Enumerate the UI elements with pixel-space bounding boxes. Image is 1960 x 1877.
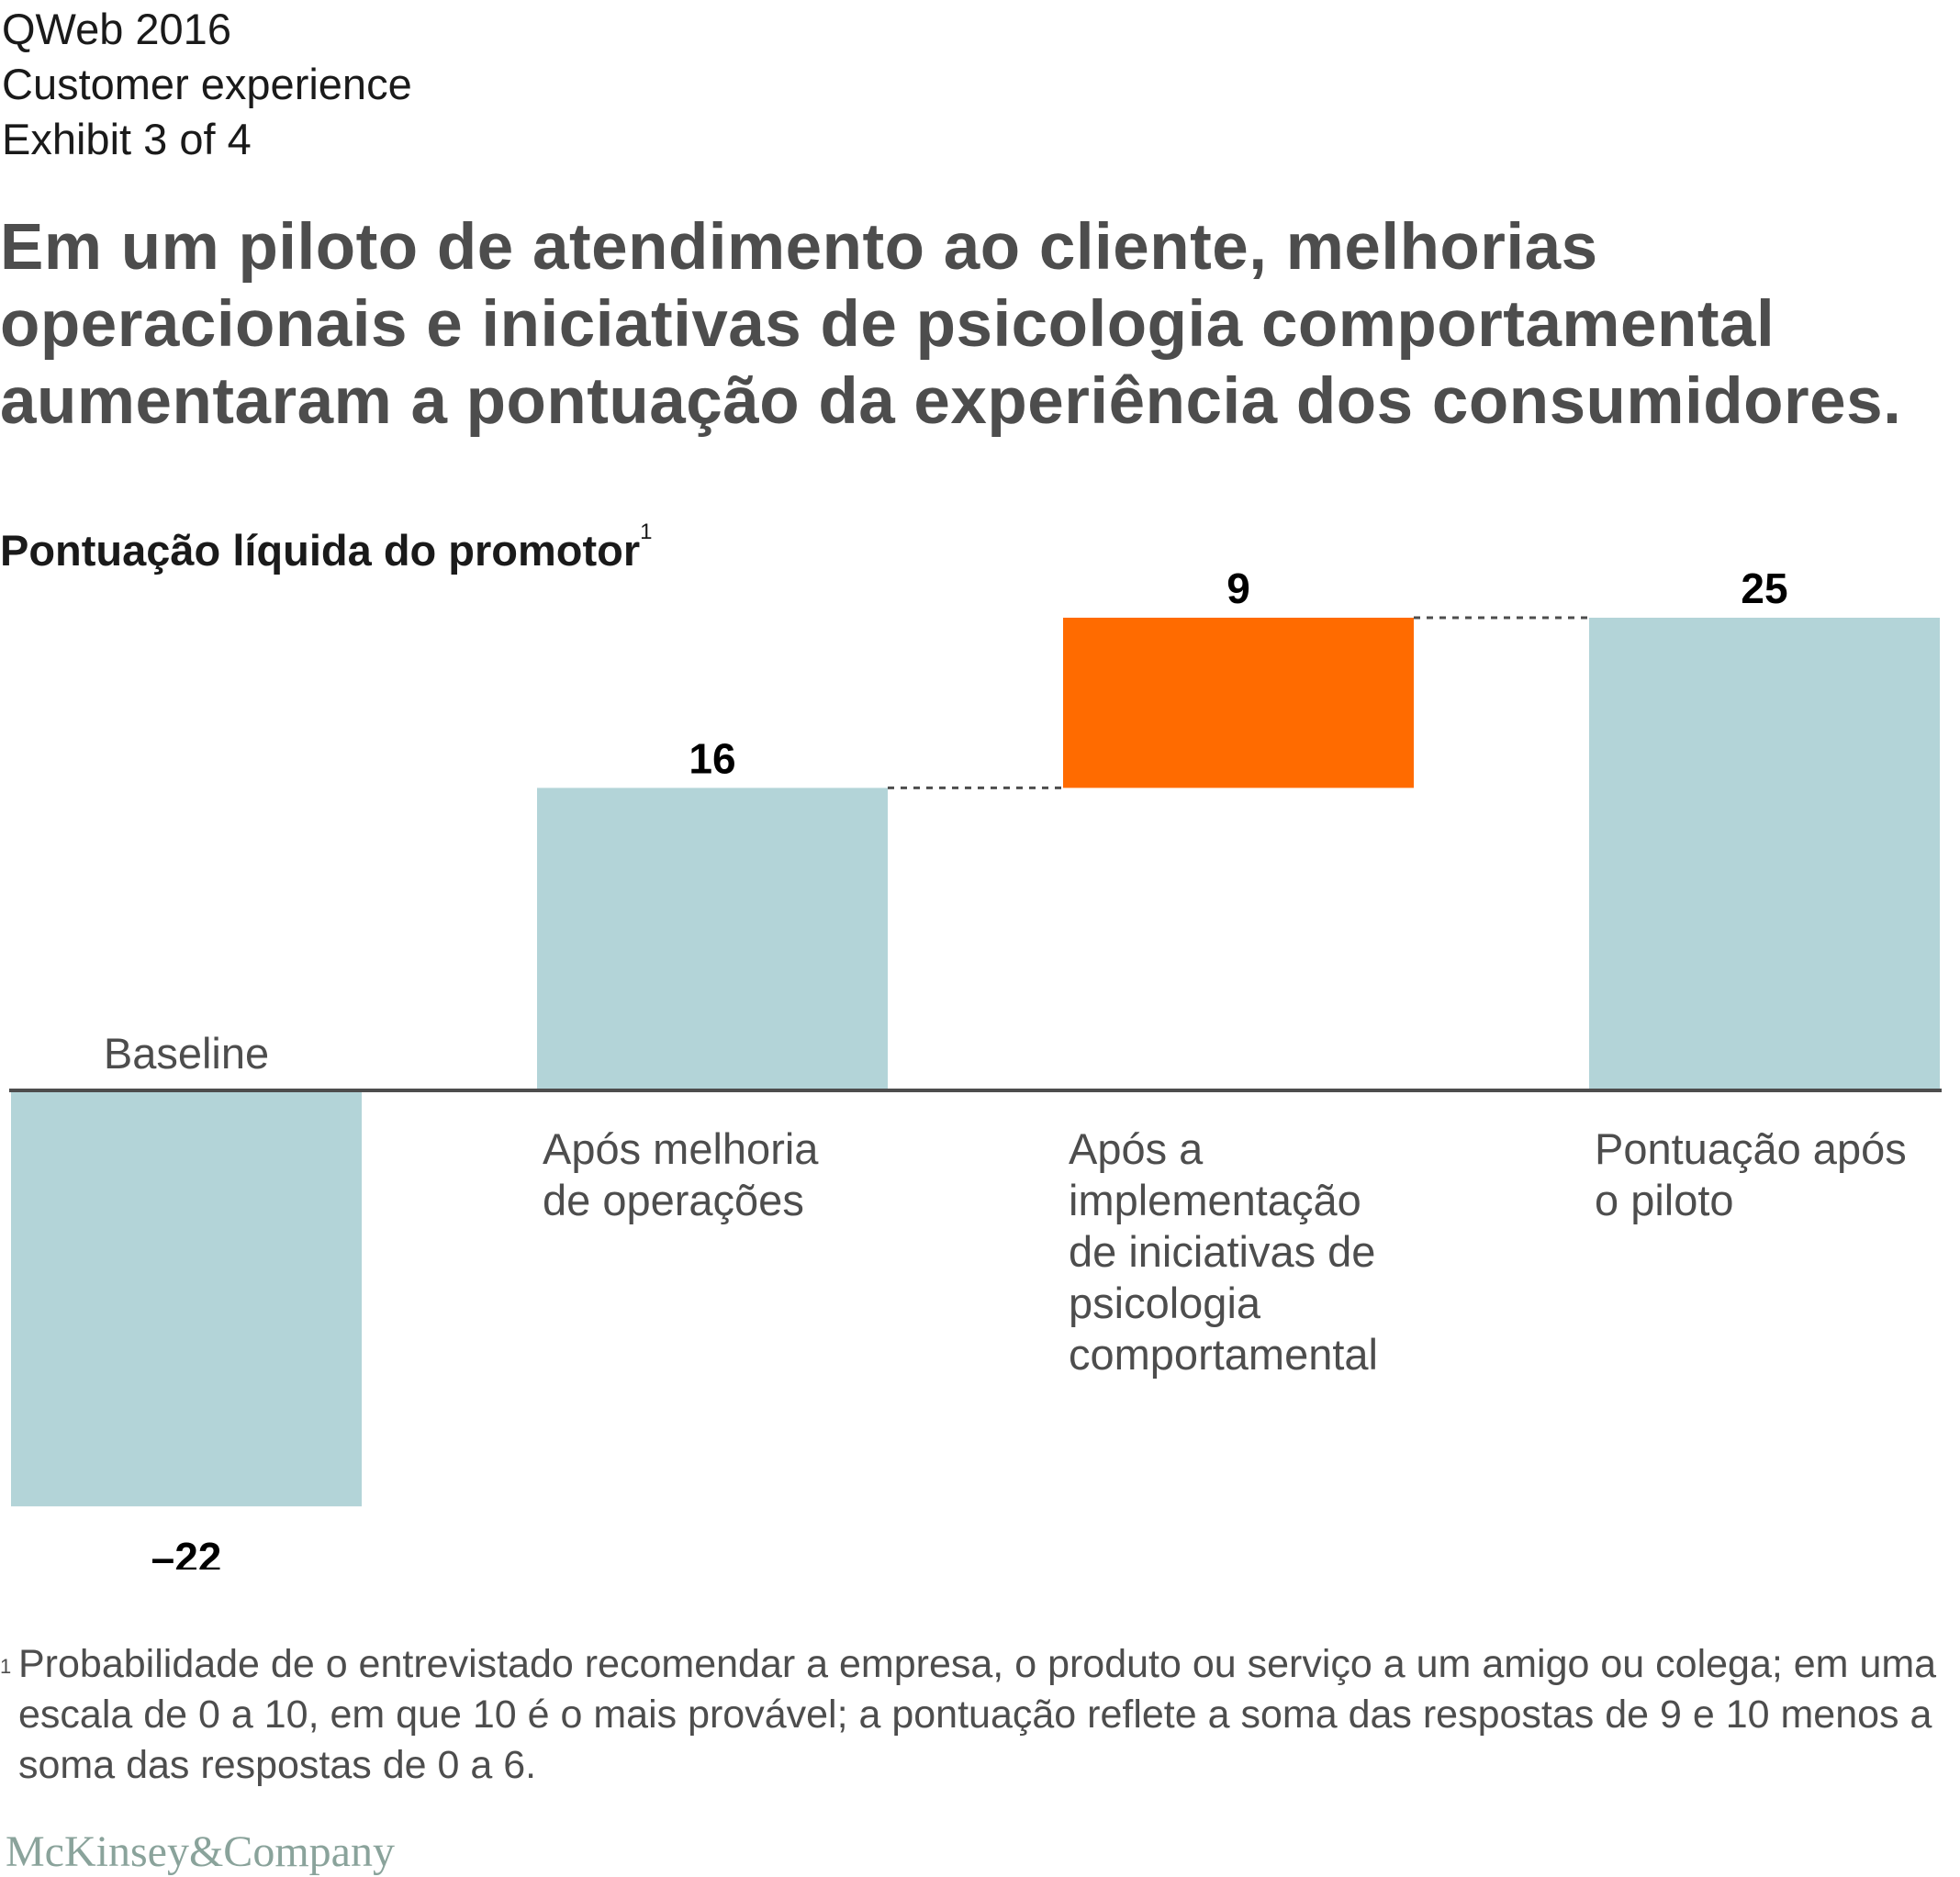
category-label-2-line-3: psicologia <box>1069 1279 1261 1327</box>
footnote: 1 Probabilidade de o entrevistado recome… <box>0 1639 1942 1791</box>
category-label-1-line-1: de operações <box>543 1176 804 1224</box>
category-label-0-line-0: Baseline <box>104 1029 269 1078</box>
category-label-1-line-0: Após melhoria <box>543 1124 819 1173</box>
value-label-0: –22 <box>151 1534 222 1570</box>
category-label-3-line-0: Pontuação após <box>1595 1124 1907 1173</box>
bar-1 <box>537 788 888 1090</box>
value-label-1: 16 <box>689 734 735 782</box>
exhibit-meta: QWeb 2016 Customer experience Exhibit 3 … <box>2 2 412 167</box>
subtitle-footnote-marker: 1 <box>640 520 653 544</box>
chart-subtitle-text: Pontuação líquida do promotor <box>0 526 641 575</box>
bar-2 <box>1063 618 1414 788</box>
mckinsey-logo: McKinsey&Company <box>6 1827 395 1876</box>
category-label-2-line-4: comportamental <box>1069 1330 1378 1379</box>
headline: Em um piloto de atendimento ao cliente, … <box>0 211 1902 438</box>
section-label: Customer experience <box>2 60 412 108</box>
bar-0 <box>11 1090 362 1507</box>
category-label-2-line-0: Após a <box>1069 1124 1204 1173</box>
footnote-text: Probabilidade de o entrevistado recomend… <box>18 1642 1937 1787</box>
bar-3 <box>1589 618 1940 1090</box>
value-label-3: 25 <box>1741 564 1787 612</box>
footnote-marker: 1 <box>0 1655 12 1678</box>
category-label-2-line-1: implementação <box>1069 1176 1361 1224</box>
value-label-2: 9 <box>1226 564 1250 612</box>
chart-subtitle: Pontuação líquida do promotor1 <box>0 520 653 575</box>
category-label-3-line-1: o piloto <box>1595 1176 1734 1224</box>
exhibit-label: Exhibit 3 of 4 <box>2 115 252 163</box>
category-label-2-line-2: de iniciativas de <box>1069 1227 1375 1276</box>
publication-label: QWeb 2016 <box>2 5 231 53</box>
